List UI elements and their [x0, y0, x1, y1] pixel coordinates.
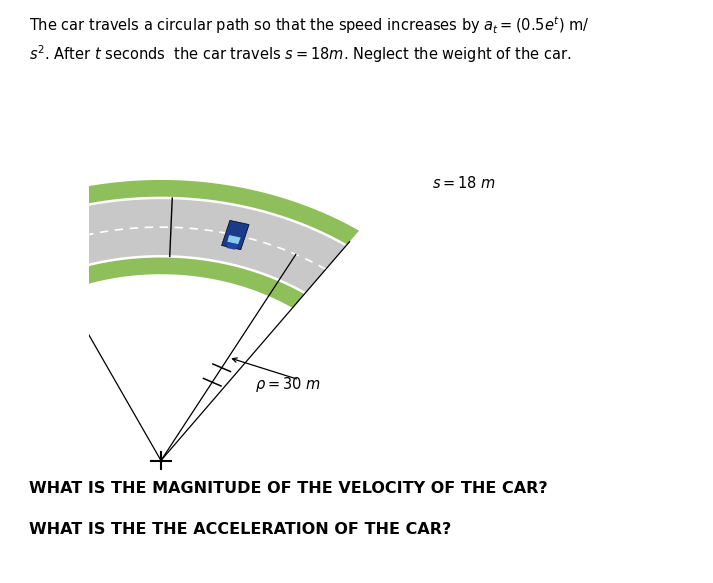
Text: $\rho = 30$ m: $\rho = 30$ m — [255, 375, 321, 394]
Text: $s^2$. After $t$ seconds  the car travels $s = 18m$. Neglect the weight of the c: $s^2$. After $t$ seconds the car travels… — [29, 44, 570, 65]
Polygon shape — [222, 220, 249, 250]
Text: WHAT IS THE THE ACCELERATION OF THE CAR?: WHAT IS THE THE ACCELERATION OF THE CAR? — [29, 522, 451, 537]
Polygon shape — [227, 235, 241, 244]
Polygon shape — [227, 242, 238, 250]
Text: WHAT IS THE MAGNITUDE OF THE VELOCITY OF THE CAR?: WHAT IS THE MAGNITUDE OF THE VELOCITY OF… — [29, 481, 547, 496]
Polygon shape — [15, 180, 359, 308]
Text: The car travels a circular path so that the speed increases by $a_t = (0.5e^t)$ : The car travels a circular path so that … — [29, 15, 589, 36]
Text: $s = 18$ m: $s = 18$ m — [432, 175, 496, 191]
Polygon shape — [24, 198, 347, 293]
